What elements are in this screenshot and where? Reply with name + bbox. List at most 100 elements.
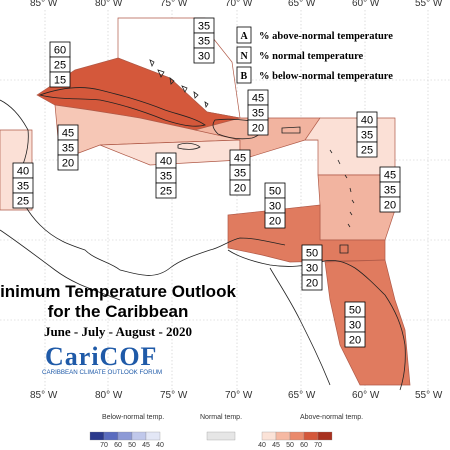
- probability-boxes: 60 25 15 35 35 30 45 35 20 40 35 25 40 35 25 45 35 20 40 35…: [12, 17, 401, 348]
- prob-box-value: 60: [54, 45, 66, 57]
- prob-box-cell: [155, 182, 177, 199]
- prob-box-value: 35: [252, 108, 264, 120]
- coast-cuba: [38, 87, 206, 127]
- coast-south-america: [227, 249, 406, 391]
- prob-box-value: 25: [160, 186, 172, 198]
- legend-text-normal: % normal temperature: [259, 51, 364, 62]
- longitude-labels-bottom: 85° W 80° W 75° W 70° W 65° W 60° W 55° …: [30, 390, 443, 401]
- legend-key-a: A: [241, 31, 249, 42]
- title-block: inimum Temperature Outlook for the Carib…: [0, 282, 236, 339]
- prob-box-value: 35: [160, 171, 172, 183]
- prob-box-value: 20: [234, 183, 246, 195]
- prob-box-value: 35: [198, 36, 210, 48]
- prob-box-cell: [344, 331, 366, 348]
- colorbar-swatch-below: [117, 431, 133, 441]
- lon-label: 55° W: [415, 390, 443, 401]
- prob-box-value: 15: [54, 75, 66, 87]
- prob-box-value: 50: [306, 248, 318, 260]
- coast-gulf: [0, 229, 121, 301]
- prob-box-value: 20: [252, 123, 264, 135]
- coast-venezuela-inner: [269, 267, 331, 386]
- prob-box-value: 50: [269, 186, 281, 198]
- legend-key-n: N: [241, 51, 249, 62]
- lon-label: 70° W: [225, 390, 253, 401]
- colorbar-tick-above: 40: [258, 442, 266, 449]
- prob-box-value: 20: [62, 158, 74, 170]
- prob-box-value: 45: [62, 128, 74, 140]
- prob-box-cell: [379, 196, 401, 213]
- colorbar-below-label: Below-normal temp.: [102, 414, 164, 421]
- prob-box-value: 20: [269, 216, 281, 228]
- colorbar-swatch-above: [275, 431, 291, 441]
- colorbar-tick-above: 50: [286, 442, 294, 449]
- lon-label: 85° W: [30, 0, 58, 9]
- lon-label: 80° W: [95, 390, 123, 401]
- prob-box-value: 30: [349, 320, 361, 332]
- prob-box-cell: [264, 212, 286, 229]
- prob-box-cell: [12, 192, 34, 209]
- colorbar-tick-above: 70: [314, 442, 322, 449]
- prob-box-value: 30: [269, 201, 281, 213]
- prob-box-cell: [229, 179, 251, 196]
- prob-box-value: 45: [252, 93, 264, 105]
- legend-text-above: % above-normal temperature: [259, 31, 393, 42]
- colorbar-tick-above: 45: [272, 442, 280, 449]
- prob-box-value: 40: [361, 115, 373, 127]
- coast-hispaniola: [212, 118, 263, 140]
- colorbar-legend: Below-normal temp. Normal temp. Above-no…: [89, 414, 363, 449]
- colorbar-swatch-above: [289, 431, 305, 441]
- coast-lesser-antilles: [329, 149, 355, 228]
- colorbar-swatch-below: [131, 431, 147, 441]
- prob-box-value: 35: [17, 181, 29, 193]
- prob-box-value: 25: [54, 60, 66, 72]
- prob-box-value: 20: [384, 200, 396, 212]
- region-guianas: [324, 259, 411, 386]
- prob-box-value: 20: [306, 278, 318, 290]
- colorbar-tick-below: 60: [114, 442, 122, 449]
- colorbar-swatch-above: [261, 431, 277, 441]
- prob-box-cell: [301, 274, 323, 291]
- prob-box-cell: [49, 71, 71, 88]
- prob-box-cell: [247, 119, 269, 136]
- prob-box-cell: [193, 47, 215, 64]
- title-line-2: for the Caribbean: [48, 302, 189, 321]
- colorbar-swatch-below: [145, 431, 161, 441]
- coast-puerto-rico: [281, 126, 301, 134]
- prob-box-value: 25: [361, 145, 373, 157]
- lon-label: 70° W: [225, 0, 253, 9]
- caricof-logo: CariCOF CARIBBEAN CLIMATE OUTLOOK FORUM: [42, 342, 162, 376]
- prob-box-value: 35: [234, 168, 246, 180]
- prob-box-value: 40: [17, 166, 29, 178]
- prob-box-value: 35: [198, 21, 210, 33]
- lon-label: 55° W: [415, 0, 443, 9]
- colorbar-swatch-above: [317, 431, 333, 441]
- prob-box-cell: [356, 141, 378, 158]
- coast-jamaica: [177, 142, 201, 150]
- prob-box-value: 35: [361, 130, 373, 142]
- colorbar-above-label: Above-normal temp.: [300, 414, 363, 421]
- probability-legend: A % above-normal temperature N % normal …: [236, 26, 393, 84]
- colorbar-tick-below: 50: [128, 442, 136, 449]
- coastlines: [0, 59, 406, 391]
- colorbar-tick-below: 45: [142, 442, 150, 449]
- prob-box-value: 40: [160, 156, 172, 168]
- coast-central-america: [0, 99, 286, 276]
- prob-box-cell: [57, 154, 79, 171]
- colorbar-normal-label: Normal temp.: [200, 414, 242, 421]
- prob-box-value: 35: [62, 143, 74, 155]
- legend-text-below: % below-normal temperature: [259, 71, 393, 82]
- logo-text: CariCOF: [45, 342, 157, 371]
- period-label: June - July - August - 2020: [44, 324, 192, 339]
- colorbar-swatch-below: [103, 431, 119, 441]
- prob-box-value: 50: [349, 305, 361, 317]
- coast-trinidad: [339, 244, 349, 254]
- colorbar-swatch-above: [303, 431, 319, 441]
- colorbar-swatch-below: [89, 431, 105, 441]
- lon-label: 60° W: [352, 390, 380, 401]
- lon-label: 85° W: [30, 390, 58, 401]
- prob-box-value: 30: [306, 263, 318, 275]
- colorbar-swatch-normal: [206, 431, 236, 441]
- prob-box-value: 30: [198, 51, 210, 63]
- lon-label: 65° W: [288, 0, 316, 9]
